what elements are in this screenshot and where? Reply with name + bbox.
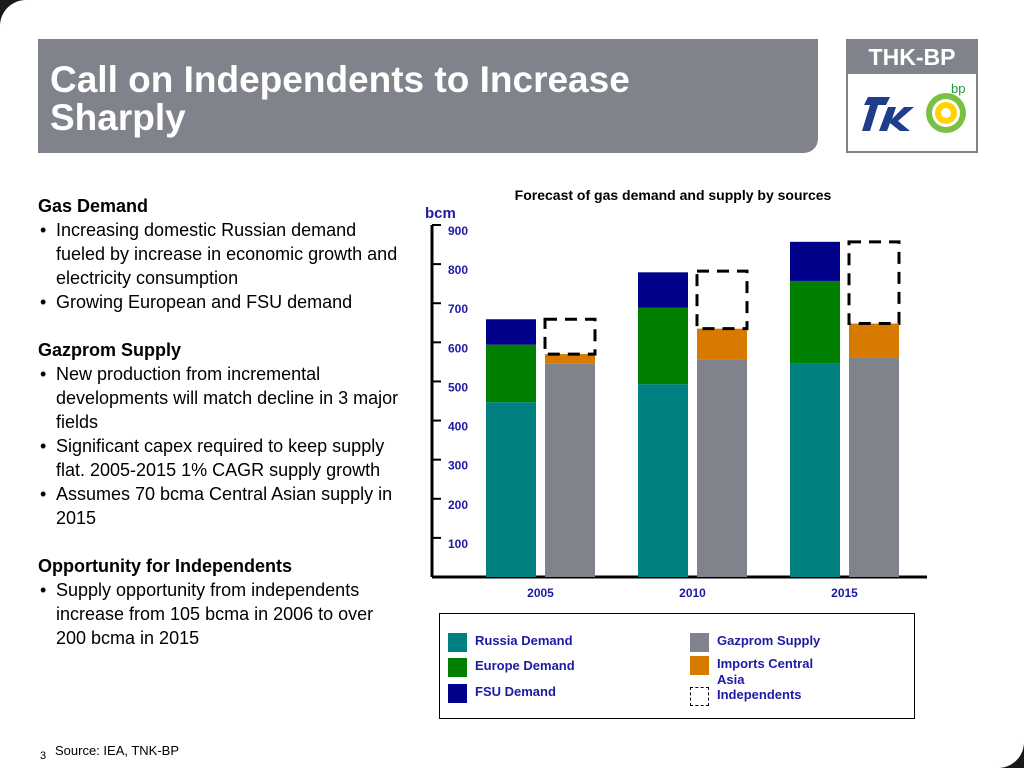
gazprom-supply-bullets: New production from incremental developm… <box>38 362 408 530</box>
legend-item: Independents <box>690 687 827 706</box>
gas-demand-heading: Gas Demand <box>38 196 149 216</box>
bullet-item: New production from incremental developm… <box>38 362 408 434</box>
legend-label: Russia Demand <box>475 633 573 648</box>
legend-label: Europe Demand <box>475 658 575 673</box>
bar-segment <box>695 269 749 331</box>
bullet-item: Growing European and FSU demand <box>38 290 408 314</box>
y-axis-unit: bcm <box>425 205 456 222</box>
bar-segment <box>486 344 536 403</box>
bar-segment <box>697 359 747 577</box>
legend-label: Gazprom Supply <box>717 633 821 648</box>
bullet-item: Significant capex required to keep suppl… <box>38 434 408 482</box>
gazprom-supply-heading: Gazprom Supply <box>38 340 182 360</box>
title-bar: Call on Independents to Increase Sharply <box>38 39 818 153</box>
bar-segment <box>849 357 899 577</box>
slide-title: Call on Independents to Increase Sharply <box>50 59 630 138</box>
logo-bp-text: bp <box>951 81 966 96</box>
y-tick-label: 200 <box>448 498 468 512</box>
bar-segment <box>638 272 688 308</box>
legend-swatch <box>690 656 709 675</box>
bar-segment <box>638 384 688 577</box>
tnk-bp-logo: THK-BP bp <box>846 39 978 153</box>
independents-bullets: Supply opportunity from independents inc… <box>38 578 408 650</box>
bar-segment <box>545 363 595 577</box>
bar-segment <box>697 328 747 360</box>
source-note: Source: IEA, TNK-BP <box>55 743 180 758</box>
x-tick-label: 2005 <box>527 586 554 600</box>
bar-segment <box>790 363 840 577</box>
gas-demand-bullets: Increasing domestic Russian demand fuele… <box>38 218 408 314</box>
legend-label: Imports Central Asia <box>717 656 814 687</box>
y-tick-label: 300 <box>448 459 468 473</box>
bar-segment <box>486 402 536 577</box>
bullet-item: Supply opportunity from independents inc… <box>38 578 408 650</box>
independents-heading: Opportunity for Independents <box>38 556 292 576</box>
legend-swatch <box>448 658 467 677</box>
y-tick-label: 500 <box>448 380 468 394</box>
bar-segment <box>790 241 840 281</box>
legend-item: Europe Demand <box>448 658 585 677</box>
bar-segment <box>545 354 595 364</box>
x-tick-label: 2015 <box>831 586 858 600</box>
y-tick-label: 400 <box>448 420 468 434</box>
page-number: 3 <box>40 750 47 762</box>
x-tick-label: 2010 <box>679 586 706 600</box>
bar-segment <box>847 240 901 326</box>
bar-segment <box>543 317 597 356</box>
tnk-logo-icon <box>862 97 914 131</box>
legend-item: Gazprom Supply <box>690 633 827 652</box>
bar-segment <box>790 280 840 364</box>
legend-item: Imports Central Asia <box>690 656 827 688</box>
legend-swatch <box>448 633 467 652</box>
legend-swatch <box>690 687 709 706</box>
bar-segment <box>849 323 899 358</box>
bp-helios-icon <box>926 93 966 133</box>
left-column: Gas Demand Increasing domestic Russian d… <box>38 194 408 674</box>
bullet-item: Increasing domestic Russian demand fuele… <box>38 218 408 290</box>
y-tick-label: 700 <box>448 302 468 316</box>
chart-legend: Russia Demand Gazprom Supply Europe Demand… <box>439 613 915 719</box>
y-tick-label: 600 <box>448 341 468 355</box>
y-tick-label: 800 <box>448 263 468 277</box>
legend-label: Independents <box>717 687 802 702</box>
chart-title: Forecast of gas demand and supply by sou… <box>515 187 832 203</box>
bullet-item: Assumes 70 bcma Central Asian supply in … <box>38 482 408 530</box>
legend-label: FSU Demand <box>475 684 556 699</box>
legend-item: Russia Demand <box>448 633 585 652</box>
logo-wordmark: THK-BP <box>848 41 976 74</box>
legend-swatch <box>690 633 709 652</box>
bar-segment <box>638 307 688 385</box>
bar-segment <box>486 319 536 345</box>
legend-swatch <box>448 684 467 703</box>
y-tick-label: 100 <box>448 537 468 551</box>
y-tick-label: 900 <box>448 224 468 238</box>
legend-item: FSU Demand <box>448 684 585 703</box>
